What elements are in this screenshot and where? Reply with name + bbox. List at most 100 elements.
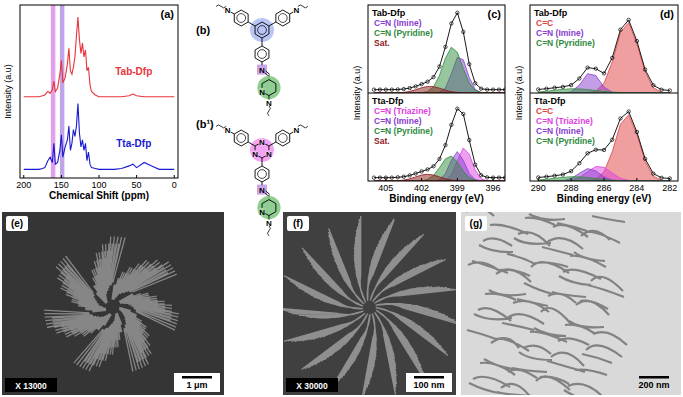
data-point xyxy=(438,157,441,160)
scale-bar xyxy=(639,376,669,379)
panel-label: (d) xyxy=(660,8,674,20)
scale-label: 100 nm xyxy=(413,380,444,390)
aromatic-circle xyxy=(278,134,287,143)
aromatic-circle xyxy=(237,14,246,23)
data-point xyxy=(545,87,548,90)
x-tick-label: 396 xyxy=(486,183,501,193)
plot-area xyxy=(372,11,505,93)
data-point xyxy=(553,86,556,89)
data-point xyxy=(485,176,488,179)
atom-label: N xyxy=(266,219,272,228)
x-tick xyxy=(669,178,670,181)
data-point xyxy=(652,172,655,175)
x-tick-label: 402 xyxy=(414,183,429,193)
scale-label: 200 nm xyxy=(638,380,669,390)
bond xyxy=(269,142,276,146)
x-axis-label: Binding energy (eV) xyxy=(389,193,483,204)
scale-box xyxy=(406,373,452,392)
fit-component xyxy=(374,86,505,93)
spectrum-line xyxy=(24,104,174,170)
x-tick xyxy=(636,178,637,181)
x-tick xyxy=(385,178,386,181)
series-label: Tta-Dfp xyxy=(116,138,151,149)
x-tick xyxy=(538,178,539,181)
data-point xyxy=(497,88,500,91)
plot-frame xyxy=(20,5,178,178)
bond xyxy=(231,12,234,14)
aromatic-circle xyxy=(258,170,267,179)
atom-label: N xyxy=(266,99,272,108)
data-point xyxy=(390,176,393,179)
wavy-bond xyxy=(267,226,270,236)
data-point xyxy=(390,88,393,91)
data-point xyxy=(378,88,381,91)
bond xyxy=(265,193,269,196)
atom-label: N xyxy=(259,66,265,75)
component-label: C=N (Pyridine) xyxy=(374,126,433,136)
bond xyxy=(269,22,276,26)
component-label: C=N (Imine) xyxy=(536,126,584,136)
subplot-title: Tab-Dfp xyxy=(534,8,568,18)
component-label: C=N (Imine) xyxy=(374,116,422,126)
data-point xyxy=(372,88,375,91)
pyridine-highlight xyxy=(257,196,280,219)
fit-component xyxy=(538,89,670,93)
data-point xyxy=(578,77,581,80)
component-label: Sat. xyxy=(374,136,390,146)
scale-label: 1 μm xyxy=(186,380,207,390)
data-point xyxy=(479,174,482,177)
x-tick xyxy=(136,175,137,178)
label-box xyxy=(287,216,309,231)
data-point xyxy=(432,75,435,78)
data-point xyxy=(537,88,540,91)
data-point xyxy=(432,165,435,168)
scale-bar xyxy=(182,376,212,379)
texture xyxy=(44,237,179,372)
x-tick-label: 0 xyxy=(172,180,177,190)
x-tick-label: 290 xyxy=(531,183,546,193)
atom-label: N xyxy=(293,6,299,15)
data-point xyxy=(474,82,477,85)
data-point xyxy=(569,169,572,172)
data-point xyxy=(378,176,381,179)
data-point xyxy=(414,85,417,88)
bond xyxy=(248,142,255,146)
magnification-box xyxy=(286,378,338,392)
data-point xyxy=(491,88,494,91)
x-tick xyxy=(174,175,175,178)
panel-label: (c) xyxy=(488,8,502,20)
x-tick-label: 399 xyxy=(450,183,465,193)
atom-label: N xyxy=(259,186,265,195)
data-point xyxy=(635,39,638,42)
data-point xyxy=(594,67,597,70)
fit-component xyxy=(538,167,670,182)
atom-label: N xyxy=(252,150,258,159)
data-point xyxy=(402,175,405,178)
micrograph-background xyxy=(2,212,224,395)
component-label: C=N (Triazine) xyxy=(374,106,431,116)
aromatic-circle xyxy=(258,50,267,59)
data-point xyxy=(643,157,646,160)
atom-label: N xyxy=(293,126,299,135)
data-point xyxy=(408,174,411,177)
component-label: C=N (Imine) xyxy=(374,18,422,28)
x-axis-label: Binding energy (eV) xyxy=(557,193,651,204)
x-tick xyxy=(493,178,494,181)
data-point xyxy=(578,162,581,165)
data-point xyxy=(611,138,614,141)
x-tick xyxy=(604,178,605,181)
data-point xyxy=(594,148,597,151)
x-tick-label: 50 xyxy=(132,180,142,190)
phenyl-ring xyxy=(255,166,269,182)
x-tick-label: 284 xyxy=(629,183,644,193)
bond xyxy=(265,73,269,76)
data-point xyxy=(602,148,605,151)
component-label: C=N (Pyridine) xyxy=(374,28,433,38)
data-point xyxy=(586,152,589,155)
data-point xyxy=(438,65,441,68)
subplot-divider xyxy=(530,93,678,94)
data-point xyxy=(485,88,488,91)
bond xyxy=(231,132,234,134)
panel-label: (e) xyxy=(11,218,23,229)
label-box xyxy=(6,216,28,231)
